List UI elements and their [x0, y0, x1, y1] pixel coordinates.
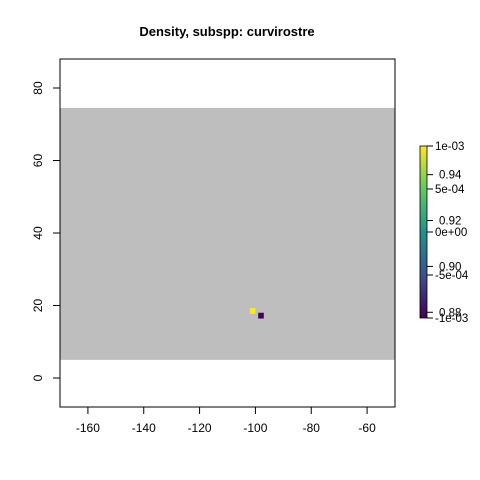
y-tick-label: 40 — [31, 226, 45, 240]
legend-outer-tick-label: 0.94 — [439, 170, 462, 182]
legend-inner-tick-label: 0e+00 — [435, 227, 467, 239]
legend-outer-tick-label: 0.90 — [439, 261, 461, 273]
x-tick-label: -160 — [76, 421, 100, 435]
legend-outer-tick-label: 0.92 — [439, 216, 461, 228]
legend-color-bar — [419, 145, 428, 319]
y-tick-label: 80 — [31, 81, 45, 95]
x-tick-label: -120 — [188, 421, 212, 435]
chart-title: Density, subspp: curvirostre — [139, 24, 314, 39]
x-axis: -160 -140 -120 -100 -80 -60 — [76, 406, 376, 435]
x-tick-label: -140 — [132, 421, 156, 435]
legend-outer-tick-label: 0.88 — [439, 307, 461, 319]
legend-inner-tick-label: 1e-03 — [435, 141, 464, 153]
density-cell-1 — [258, 312, 264, 319]
y-tick-label: 60 — [31, 154, 45, 168]
legend-inner-tick-label: -1e-03 — [435, 313, 468, 325]
y-axis: 0 20 40 60 80 — [31, 81, 61, 381]
background-region — [60, 107, 395, 360]
x-tick-label: -100 — [243, 421, 267, 435]
density-cell-0 — [249, 308, 256, 314]
color-legend: 0.88 0.90 0.92 0.94 -1e-03 -5e-04 0e+00 5e-04 1e… — [419, 141, 469, 325]
legend-inner-tick-label: 5e-04 — [435, 184, 465, 196]
x-tick-label: -80 — [303, 421, 321, 435]
y-tick-label: 20 — [31, 299, 45, 313]
x-tick-label: -60 — [358, 421, 376, 435]
legend-inner-tick-label: -5e-04 — [435, 270, 469, 282]
plot-area — [59, 58, 396, 408]
y-tick-label: 0 — [31, 374, 45, 381]
